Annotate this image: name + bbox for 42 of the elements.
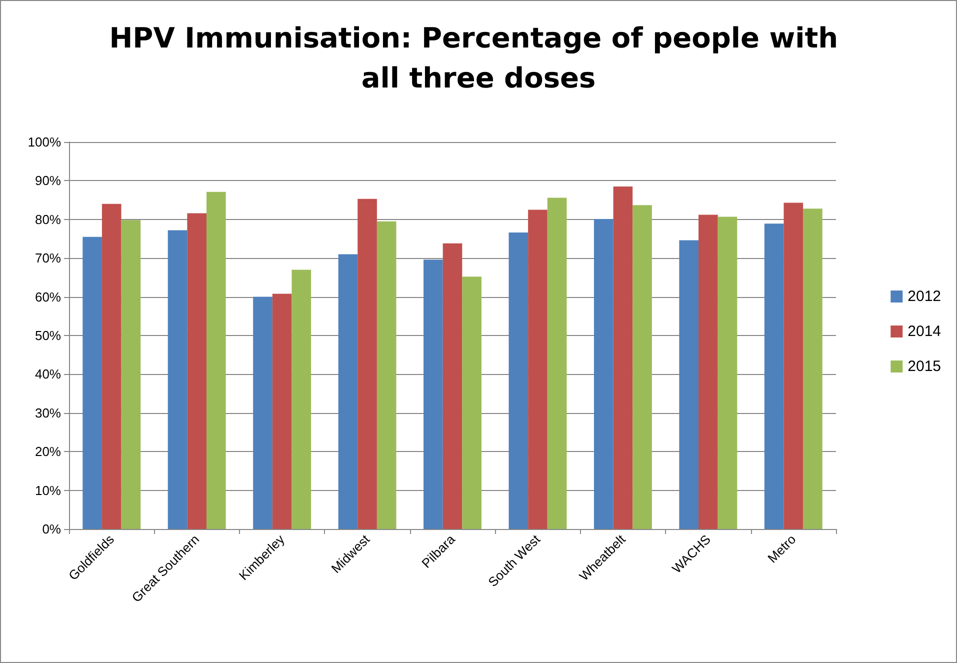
bar	[613, 186, 633, 529]
bar	[594, 219, 614, 529]
bar	[82, 236, 102, 529]
y-tick-label: 100%	[28, 134, 62, 150]
y-tick-label: 60%	[34, 289, 62, 304]
bar	[528, 210, 548, 529]
bar	[168, 230, 188, 529]
y-tick-label: 20%	[34, 444, 62, 460]
bar	[698, 214, 718, 529]
bar	[803, 208, 822, 529]
bar	[784, 202, 804, 529]
bar	[206, 192, 226, 529]
y-tick-label: 80%	[34, 212, 62, 227]
bar	[508, 232, 528, 529]
bar	[547, 198, 567, 529]
y-tick-label: 70%	[34, 250, 62, 266]
legend-label: 2014	[908, 323, 942, 340]
bar	[679, 240, 699, 529]
bar	[442, 243, 462, 529]
bar	[764, 224, 784, 529]
y-tick-label: 30%	[34, 405, 62, 420]
bar	[376, 221, 396, 529]
bar	[102, 204, 122, 529]
chart-title: HPV Immunisation: Percentage of people with all three doses	[109, 22, 848, 94]
bar	[462, 276, 482, 529]
bar	[272, 294, 292, 529]
legend-label: 2015	[908, 358, 942, 375]
y-tick-label: 10%	[34, 482, 62, 498]
y-tick-label: 40%	[34, 366, 62, 382]
bar	[632, 205, 652, 529]
bar	[187, 213, 206, 529]
bar	[121, 220, 141, 529]
bar	[292, 270, 312, 529]
y-tick-label: 0%	[42, 522, 62, 536]
bar	[424, 260, 443, 529]
bar	[358, 198, 377, 529]
legend-label: 2012	[908, 288, 942, 305]
y-tick-label: 50%	[34, 328, 62, 343]
bar	[718, 216, 738, 529]
y-tick-label: 90%	[34, 173, 62, 188]
bar	[253, 296, 272, 529]
bar	[338, 254, 358, 529]
